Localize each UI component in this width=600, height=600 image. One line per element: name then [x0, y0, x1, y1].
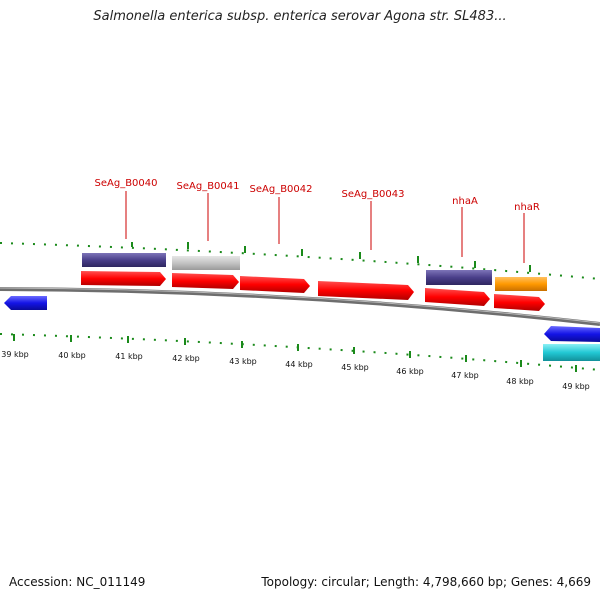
genome-backbone: [0, 287, 600, 326]
gene-label-b0040: SeAg_B0040: [95, 178, 158, 189]
reverse-gene-arrow-left[interactable]: [4, 296, 47, 310]
genome-summary-text: Topology: circular; Length: 4,798,660 bp…: [261, 575, 591, 589]
lower-tick-band: [0, 333, 600, 372]
cds-arrow-5[interactable]: [425, 288, 490, 306]
axis-tick-label: 41 kbp: [115, 352, 143, 361]
axis-tick-label: 46 kbp: [396, 367, 424, 376]
gene-label-b0042: SeAg_B0042: [250, 184, 313, 195]
reverse-gene-arrow-right[interactable]: [544, 326, 600, 342]
gene-label-nhaa: nhaA: [452, 196, 478, 207]
accession-text: Accession: NC_011149: [9, 575, 146, 589]
axis-tick-label: 42 kbp: [172, 354, 200, 363]
cds-arrow-1[interactable]: [81, 271, 166, 286]
cds-arrow-3[interactable]: [240, 276, 310, 293]
cds-arrow-6[interactable]: [494, 294, 545, 311]
axis-tick-label: 39 kbp: [1, 350, 29, 359]
axis-tick-label: 43 kbp: [229, 357, 257, 366]
upper-tick-band: [0, 242, 600, 280]
cds-arrow-2[interactable]: [172, 273, 239, 289]
axis-tick-label: 48 kbp: [506, 377, 534, 386]
gene-feature-orange[interactable]: [495, 277, 547, 291]
cds-arrow-4[interactable]: [318, 281, 414, 300]
axis-tick-label: 47 kbp: [451, 371, 479, 380]
genome-title: Salmonella enterica subsp. enterica sero…: [93, 9, 507, 24]
axis-tick-label: 49 kbp: [562, 382, 590, 391]
gene-label-b0043: SeAg_B0043: [342, 189, 405, 200]
axis-tick-label: 40 kbp: [58, 351, 86, 360]
gene-label-nhar: nhaR: [514, 202, 540, 213]
axis-tick-label: 44 kbp: [285, 360, 313, 369]
gene-feature-gray[interactable]: [172, 256, 240, 270]
gene-feature-purple-2[interactable]: [426, 270, 492, 285]
axis-tick-label: 45 kbp: [341, 363, 369, 372]
reverse-feature-cyan[interactable]: [543, 344, 600, 361]
gene-feature-purple-1[interactable]: [82, 253, 166, 267]
gene-label-b0041: SeAg_B0041: [177, 181, 240, 192]
